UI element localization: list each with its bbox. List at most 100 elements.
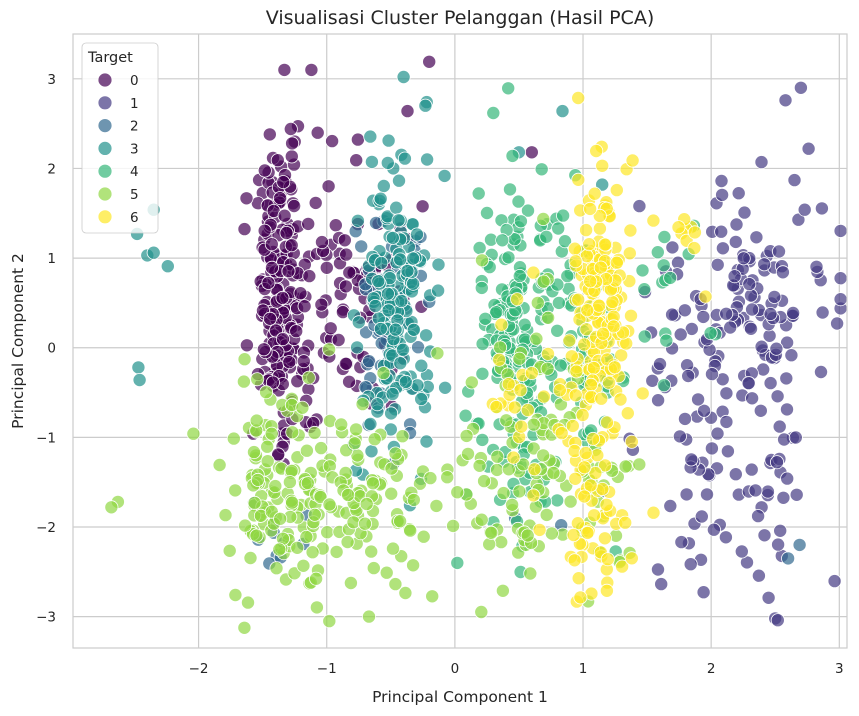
- data-point: [769, 341, 784, 356]
- data-point: [665, 240, 680, 255]
- data-point: [222, 543, 237, 558]
- data-point: [528, 499, 543, 514]
- data-point: [299, 530, 314, 545]
- data-point: [373, 191, 388, 206]
- data-point: [678, 411, 693, 426]
- data-point: [477, 474, 492, 489]
- data-point: [715, 241, 730, 256]
- x-tick-labels: −2 −1 0 1 2 3: [189, 661, 844, 677]
- data-point: [521, 203, 536, 218]
- data-point: [380, 155, 395, 170]
- data-point: [777, 432, 792, 447]
- data-point: [350, 132, 365, 147]
- data-point: [186, 426, 201, 441]
- data-point: [618, 459, 633, 474]
- data-point: [727, 269, 742, 284]
- data-point: [594, 391, 609, 406]
- data-point: [575, 407, 590, 422]
- data-point: [305, 545, 320, 560]
- legend-marker: [97, 95, 113, 111]
- data-point: [763, 376, 778, 391]
- data-point: [287, 198, 302, 213]
- data-point: [349, 422, 364, 437]
- data-point: [780, 335, 795, 350]
- data-point: [567, 553, 582, 568]
- data-point: [301, 216, 316, 231]
- data-point: [275, 332, 290, 347]
- data-point: [246, 445, 261, 460]
- data-point: [622, 246, 637, 261]
- data-point: [665, 307, 680, 322]
- data-point: [674, 535, 689, 550]
- data-point: [637, 282, 652, 297]
- data-point: [338, 279, 353, 294]
- data-point: [586, 360, 601, 375]
- data-point: [767, 289, 782, 304]
- data-point: [104, 500, 119, 515]
- data-point: [131, 360, 146, 375]
- data-point: [340, 535, 355, 550]
- data-point: [589, 143, 604, 158]
- data-point: [657, 229, 672, 244]
- data-point: [277, 208, 292, 223]
- data-point: [809, 259, 824, 274]
- data-point: [760, 484, 775, 499]
- scatter-points: [104, 54, 848, 635]
- data-point: [300, 476, 315, 491]
- data-point: [615, 559, 630, 574]
- data-point: [551, 221, 566, 236]
- data-point: [827, 574, 842, 589]
- data-point: [376, 178, 391, 193]
- data-point: [282, 475, 297, 490]
- data-point: [296, 558, 311, 573]
- data-point: [599, 497, 614, 512]
- data-point: [472, 240, 487, 255]
- plot-frame: [72, 33, 848, 649]
- data-point: [337, 233, 352, 248]
- data-point: [419, 328, 434, 343]
- data-point: [376, 366, 391, 381]
- data-point: [290, 540, 305, 555]
- data-point: [501, 250, 516, 265]
- data-point: [520, 403, 535, 418]
- data-point: [588, 465, 603, 480]
- data-point: [250, 372, 265, 387]
- data-point: [635, 386, 650, 401]
- data-point: [550, 493, 565, 508]
- data-point: [296, 354, 311, 369]
- data-point: [671, 220, 686, 235]
- data-point: [609, 183, 624, 198]
- data-point: [297, 299, 312, 314]
- data-point: [720, 444, 735, 459]
- data-point: [510, 292, 525, 307]
- data-point: [349, 153, 364, 168]
- data-point: [429, 498, 444, 513]
- legend-marker: [97, 209, 113, 225]
- data-point: [373, 321, 388, 336]
- data-point: [474, 512, 489, 527]
- data-point: [309, 571, 324, 586]
- data-point: [385, 230, 400, 245]
- data-point: [284, 238, 299, 253]
- data-point: [573, 590, 588, 605]
- data-point: [495, 233, 510, 248]
- legend: Target 0 1 2 3 4 5 6: [81, 42, 159, 234]
- data-point: [687, 241, 702, 256]
- data-point: [770, 613, 785, 628]
- data-point: [715, 187, 730, 202]
- data-point: [663, 270, 678, 285]
- data-point: [414, 392, 429, 407]
- data-point: [578, 445, 593, 460]
- data-point: [577, 489, 592, 504]
- data-point: [602, 375, 617, 390]
- data-point: [393, 356, 408, 371]
- data-point: [395, 342, 410, 357]
- x-tick-label: 3: [835, 661, 844, 677]
- data-point: [239, 191, 254, 206]
- data-point: [583, 274, 598, 289]
- data-point: [770, 455, 785, 470]
- data-point: [532, 522, 547, 537]
- data-point: [792, 537, 807, 552]
- data-point: [789, 487, 804, 502]
- data-point: [526, 265, 541, 280]
